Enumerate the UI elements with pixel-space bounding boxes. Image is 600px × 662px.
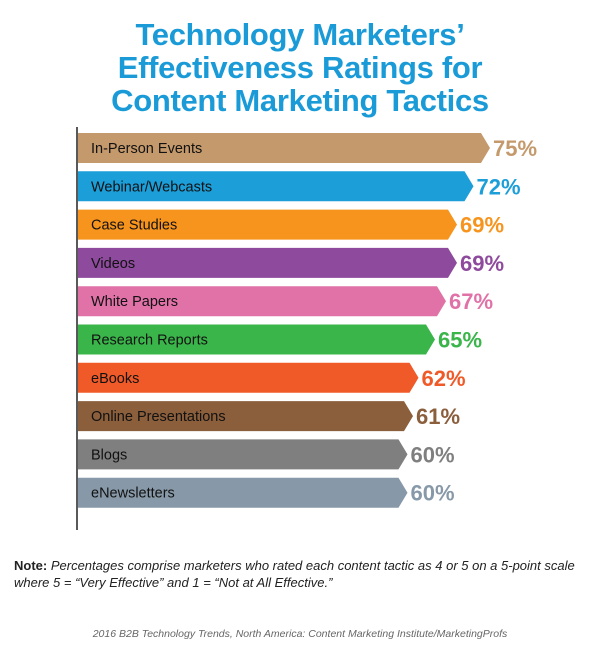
category-label: In-Person Events <box>91 141 202 157</box>
category-label: eNewsletters <box>91 486 175 502</box>
bar <box>78 324 435 355</box>
value-label: 60% <box>411 442 455 467</box>
source-credit: 2016 B2B Technology Trends, North Americ… <box>92 628 508 640</box>
bar <box>78 247 457 278</box>
bar <box>78 439 408 470</box>
bar <box>78 401 413 432</box>
value-label: 69% <box>460 213 504 238</box>
value-label: 62% <box>422 366 466 391</box>
category-label: Research Reports <box>91 333 208 349</box>
chart-note: Note: Percentages comprise marketers who… <box>14 557 589 591</box>
chart-title: Technology Marketers’ Effectiveness Rati… <box>0 18 600 117</box>
bar <box>78 209 457 240</box>
value-label: 60% <box>411 481 455 506</box>
bar <box>78 133 490 163</box>
category-label: Online Presentations <box>91 409 226 425</box>
note-label: Note: <box>14 558 48 573</box>
category-label: eBooks <box>91 371 139 387</box>
value-label: 69% <box>460 251 504 276</box>
bar <box>78 477 408 508</box>
chart-title-line: Technology Marketers’ <box>135 17 465 52</box>
chart-title-line: Content Marketing Tactics <box>111 83 489 118</box>
bar <box>78 171 474 202</box>
category-label: Webinar/Webcasts <box>91 179 212 195</box>
bar <box>78 362 419 393</box>
value-label: 65% <box>438 328 482 353</box>
value-label: 61% <box>416 404 460 429</box>
value-label: 67% <box>449 289 493 314</box>
bar-chart: In-Person Events 75% Webinar/Webcasts 72% Ca… <box>76 127 537 530</box>
note-text: Percentages comprise marketers who rated… <box>14 558 575 590</box>
value-label: 75% <box>493 136 537 161</box>
category-label: Case Studies <box>91 218 177 234</box>
bar <box>78 286 446 317</box>
chart-title-line: Effectiveness Ratings for <box>117 50 483 85</box>
category-label: White Papers <box>91 294 178 310</box>
category-label: Videos <box>91 256 135 272</box>
value-label: 72% <box>477 174 521 199</box>
category-label: Blogs <box>91 447 127 463</box>
bars-group: In-Person Events 75% Webinar/Webcasts 72% Ca… <box>78 133 537 508</box>
